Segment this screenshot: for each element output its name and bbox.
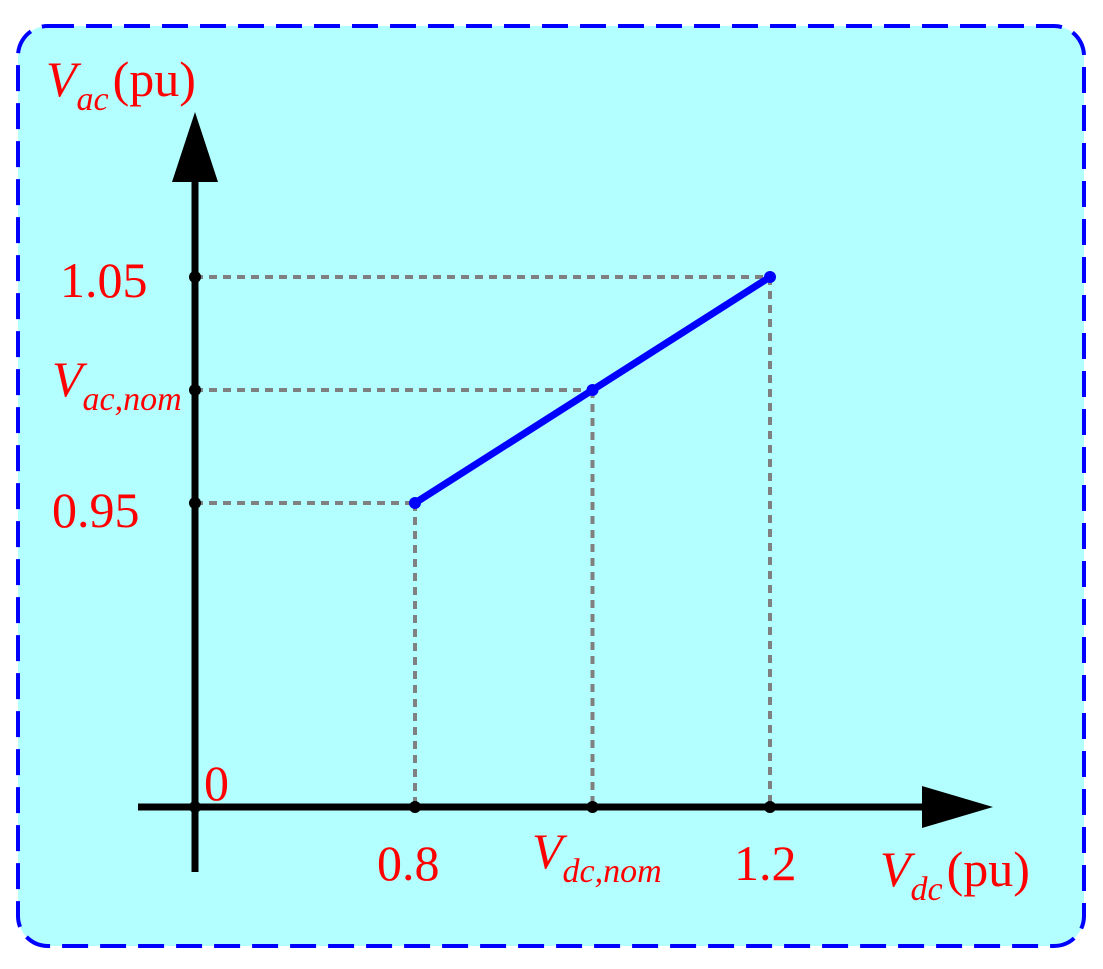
x-tick-label-0-8: 0.8 <box>377 835 440 891</box>
y-tick-label-nominal: Vac,nom <box>52 351 182 418</box>
tick-markers <box>189 271 776 813</box>
series-point-1 <box>586 384 599 396</box>
x-axis-title-sub: dc <box>911 871 943 908</box>
origin-marker <box>189 801 201 813</box>
y-tick-marker-2 <box>189 271 201 283</box>
origin-label: 0 <box>204 755 229 811</box>
x-axis-title-unit: (pu) <box>947 841 1030 897</box>
y-tick-label-0-95: 0.95 <box>52 482 140 538</box>
y-tick-label-nominal-main: V <box>52 351 88 407</box>
chart-background <box>16 24 1086 948</box>
y-axis-arrow <box>172 112 218 182</box>
y-tick-marker-0 <box>189 497 201 509</box>
y-axis-title-main: V <box>46 51 82 107</box>
data-series <box>409 271 776 509</box>
x-tick-label-nominal: Vdc,nom <box>532 823 662 890</box>
x-tick-marker-0 <box>409 801 421 813</box>
series-point-2 <box>764 271 776 283</box>
y-tick-label-nominal-sub: ac,nom <box>83 381 182 418</box>
x-axis-arrow <box>922 786 993 828</box>
x-axis-title-main: V <box>880 841 916 897</box>
x-tick-marker-2 <box>764 801 776 813</box>
x-tick-label-1-2: 1.2 <box>734 835 797 891</box>
guide-lines <box>195 275 772 807</box>
x-tick-label-nominal-main: V <box>532 823 568 879</box>
y-tick-label-1-05: 1.05 <box>60 252 148 308</box>
y-tick-marker-1 <box>189 384 201 396</box>
x-tick-marker-1 <box>586 801 599 813</box>
y-axis-title: Vac(pu) <box>46 51 196 118</box>
series-point-0 <box>409 497 421 509</box>
x-tick-label-nominal-sub: dc,nom <box>563 853 662 890</box>
x-axis-title: Vdc(pu) <box>880 841 1030 908</box>
y-axis-title-sub: ac <box>77 81 109 118</box>
y-axis-title-unit: (pu) <box>113 51 196 107</box>
